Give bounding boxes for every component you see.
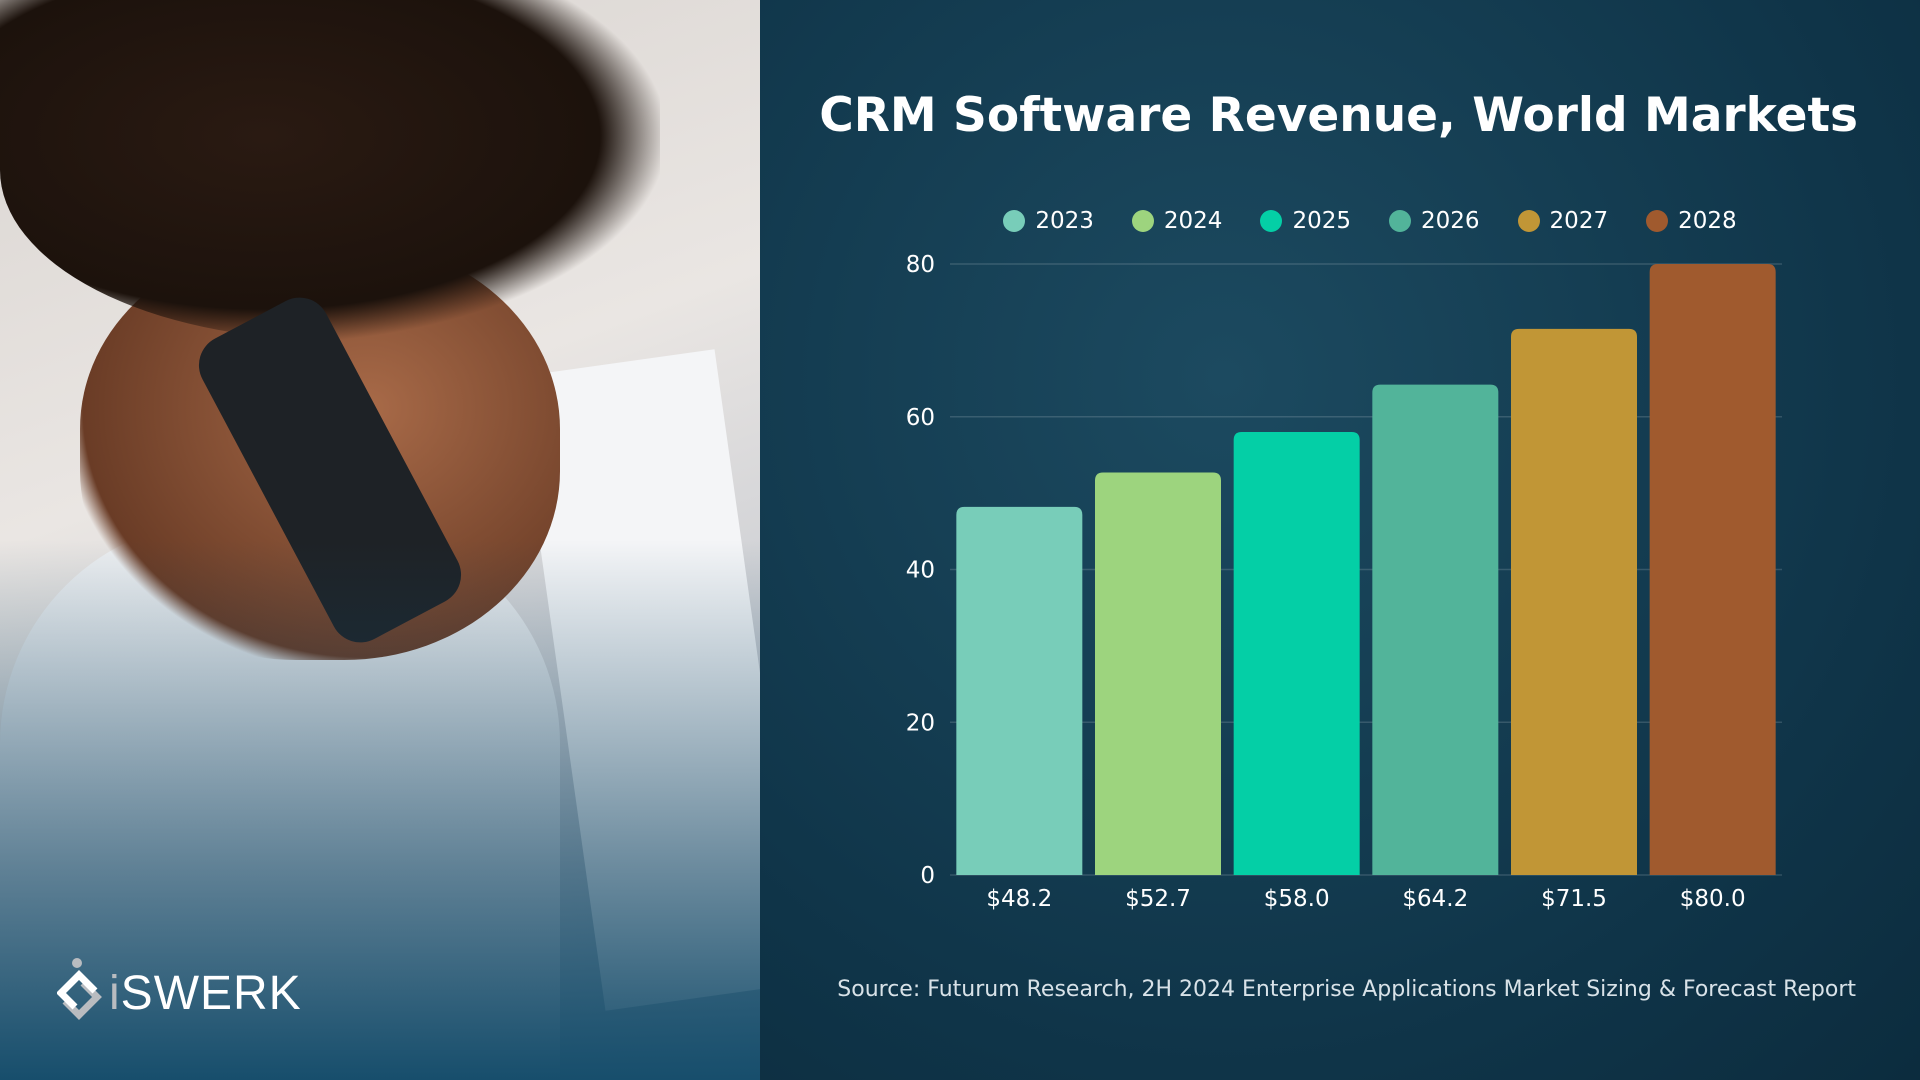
data-label: $52.7 bbox=[1125, 886, 1191, 912]
legend-swatch bbox=[1131, 210, 1154, 232]
legend-item: 2028 bbox=[1646, 208, 1737, 234]
y-tick-label: 0 bbox=[920, 863, 935, 889]
bar bbox=[1649, 264, 1776, 875]
legend-label: 2027 bbox=[1549, 208, 1609, 234]
data-label: $71.5 bbox=[1541, 886, 1607, 912]
y-tick-label: 80 bbox=[906, 252, 935, 278]
y-tick-label: 60 bbox=[906, 405, 935, 431]
data-label: $58.0 bbox=[1264, 886, 1330, 912]
legend-swatch bbox=[1260, 210, 1283, 232]
legend-swatch bbox=[1389, 210, 1411, 232]
logo-mark-icon bbox=[57, 958, 102, 1020]
data-label: $80.0 bbox=[1680, 886, 1746, 912]
legend-swatch bbox=[1517, 210, 1540, 232]
legend-swatch bbox=[1003, 210, 1026, 232]
legend-swatch bbox=[1646, 210, 1669, 232]
bar bbox=[956, 506, 1083, 875]
iswerk-logo: iSWERK bbox=[57, 955, 302, 1031]
legend-label: 2026 bbox=[1421, 208, 1480, 234]
y-tick-label: 20 bbox=[906, 710, 935, 736]
legend-item: 2024 bbox=[1131, 208, 1223, 234]
source-note: Source: Futurum Research, 2H 2024 Enterp… bbox=[837, 977, 1856, 1002]
bar bbox=[1511, 328, 1637, 875]
bar bbox=[1372, 384, 1499, 875]
legend-label: 2023 bbox=[1035, 208, 1094, 234]
data-label: $64.2 bbox=[1402, 886, 1468, 912]
data-label: $48.2 bbox=[986, 886, 1052, 912]
legend-label: 2025 bbox=[1292, 208, 1351, 234]
legend-label: 2024 bbox=[1163, 208, 1223, 234]
y-tick-label: 40 bbox=[906, 558, 935, 584]
legend: 2023 2024 2025 2026 2027 2028 bbox=[760, 208, 1920, 234]
legend-label: 2028 bbox=[1678, 208, 1737, 234]
legend-item: 2023 bbox=[1003, 208, 1094, 234]
bar bbox=[1233, 432, 1360, 875]
logo-text: iSWERK bbox=[109, 966, 302, 1020]
legend-item: 2026 bbox=[1389, 208, 1480, 234]
legend-item: 2025 bbox=[1260, 208, 1351, 234]
chart-title: CRM Software Revenue, World Markets bbox=[819, 88, 1858, 143]
bar bbox=[1095, 472, 1221, 875]
legend-item: 2027 bbox=[1517, 208, 1609, 234]
background-photo bbox=[0, 0, 760, 1080]
